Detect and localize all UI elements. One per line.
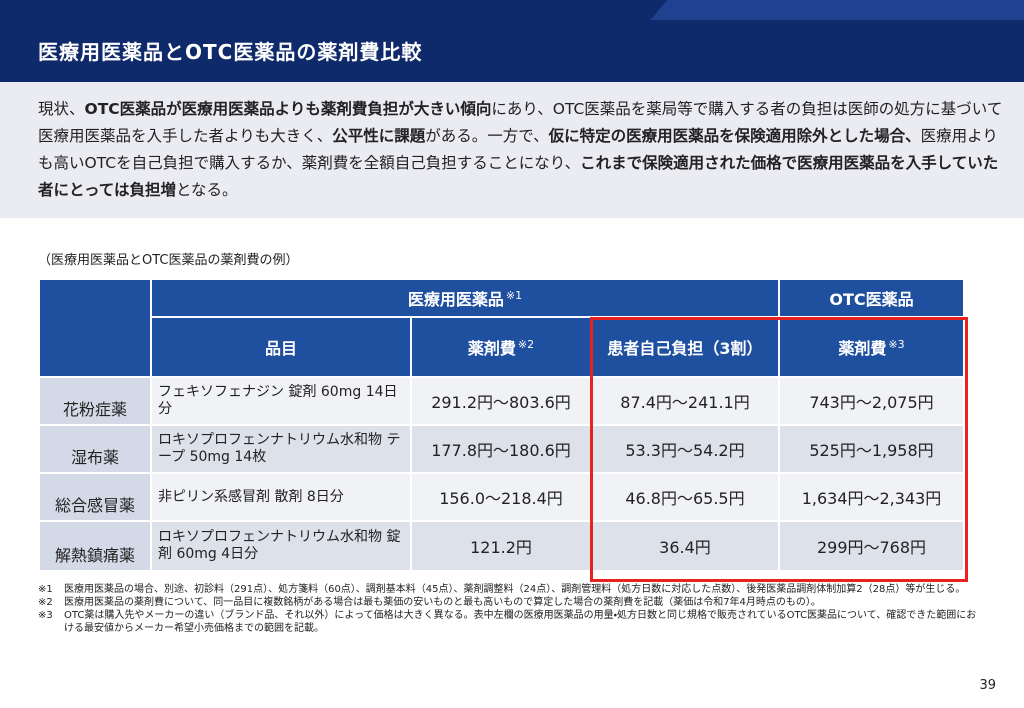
item-cell: 非ピリン系感冒剤 散剤 8日分 [152,474,410,520]
item-cell: ロキソプロフェンナトリウム水和物 テープ 50mg 14枚 [152,426,410,472]
header-text: 薬剤費 [467,339,516,358]
summary-box: 現状、OTC医薬品が医療用医薬品よりも薬剤費負担が大きい傾向にあり、OTC医薬品… [0,82,1024,218]
footnote-text: 医療用医薬品の場合、別途、初診料（291点）、処方箋料（60点）、調剤基本料（4… [64,584,966,595]
row-header: 解熱鎮痛薬 [40,522,150,570]
note-mark: ※3 [888,338,905,351]
price-cell: 1,634円～2,343円 [780,474,963,520]
column-header: 薬剤費 ※3 [780,318,963,376]
text-run: がある。一方で、 [425,127,549,145]
header-text: 医療用医薬品 [407,290,504,309]
note-mark: ※2 [517,338,535,351]
header-text: 患者自己負担（3割） [607,339,763,358]
text-run: 現状、 [38,100,85,118]
corner-cell [40,280,150,376]
header-row: 品目 薬剤費 ※2 患者自己負担（3割） 薬剤費 ※3 [40,318,963,376]
header-text: 薬剤費 [838,339,887,358]
comparison-table: 医療用医薬品 ※1 OTC医薬品 品目 薬剤費 ※2 患者自己負担（3割） 薬剤費 ※… [38,278,965,572]
row-header: 湿布薬 [40,426,150,472]
price-cell: 46.8円～65.5円 [592,474,778,520]
title: 医療用医薬品とOTC医薬品の薬剤費比較 [38,40,423,64]
price-cell: 299円～768円 [780,522,963,570]
price-cell: 743円～2,075円 [780,378,963,424]
footnote-mark: ※1 [38,584,53,595]
text-run: 医療用よりも高いOTCを自己負担で購入するか、薬剤費を全額自己負担することになり… [38,127,998,172]
footnote: ※2 医療用医薬品の薬剤費について、同一品目に複数銘柄がある場合は最も薬価の安いも… [38,596,978,609]
column-header: 薬剤費 ※2 [412,318,590,376]
price-cell: 525円～1,958円 [780,426,963,472]
column-header: 品目 [152,318,410,376]
footnote-text: OTC薬は購入先やメーカーの違い（ブランド品、それ以外）によって価格は大きく異な… [64,610,977,634]
table-row: 花粉症薬 フェキソフェナジン 錠剤 60mg 14日分 291.2円～803.6円 8… [40,378,963,424]
footnote-text: 医療用医薬品の薬剤費について、同一品目に複数銘柄がある場合は最も薬価の安いものと… [64,597,821,608]
price-cell: 177.8円～180.6円 [412,426,590,472]
emphasis: 仮に特定の医療用医薬品を保険適用除外とした場合、 [548,127,921,145]
table-row: 解熱鎮痛薬 ロキソプロフェンナトリウム水和物 錠剤 60mg 4日分 121.2円 3… [40,522,963,570]
caption: （医療用医薬品とOTC医薬品の薬剤費の例） [38,253,299,268]
footnote: ※3 OTC薬は購入先やメーカーの違い（ブランド品、それ以外）によって価格は大きく… [38,609,978,635]
table-row: 総合感冒薬 非ピリン系感冒剤 散剤 8日分 156.0～218.4円 46.8円～65… [40,474,963,520]
row-header: 花粉症薬 [40,378,150,424]
row-header: 総合感冒薬 [40,474,150,520]
price-cell: 87.4円～241.1円 [592,378,778,424]
table-row: 湿布薬 ロキソプロフェンナトリウム水和物 テープ 50mg 14枚 177.8円～1… [40,426,963,472]
highlight-frame [590,317,968,582]
column-header: 患者自己負担（3割） [592,318,778,376]
item-cell: ロキソプロフェンナトリウム水和物 錠剤 60mg 4日分 [152,522,410,570]
price-cell: 121.2円 [412,522,590,570]
footnotes: ※1 医療用医薬品の場合、別途、初診料（291点）、処方箋料（60点）、調剤基本料… [38,583,978,635]
summary-text: 現状、OTC医薬品が医療用医薬品よりも薬剤費負担が大きい傾向にあり、OTC医薬品… [38,96,1008,204]
footnote-mark: ※2 [38,597,53,608]
item-cell: フェキソフェナジン 錠剤 60mg 14日分 [152,378,410,424]
price-cell: 156.0～218.4円 [412,474,590,520]
emphasis: OTC医薬品が医療用医薬品よりも薬剤費負担が大きい傾向 [84,100,492,118]
emphasis: これまで保険適用された価格で医療用医薬品を入手していた者にとっては負担増 [38,154,999,199]
price-cell: 53.3円～54.2円 [592,426,778,472]
page-number: 39 [979,678,996,693]
header-text: OTC医薬品 [829,290,914,309]
text-run: にあり、OTC医薬品を薬局等で購入する者の負担は医師の処方に基づいて医療用医薬品… [38,100,1003,145]
header-text: 品目 [264,339,297,358]
header-row: 医療用医薬品 ※1 OTC医薬品 [40,280,963,376]
footnote-mark: ※3 [38,610,53,621]
price-cell: 36.4円 [592,522,778,570]
price-cell: 291.2円～803.6円 [412,378,590,424]
header-bar: 医療用医薬品とOTC医薬品の薬剤費比較 [0,0,1024,82]
group-header: OTC医薬品 [780,280,963,316]
footnote: ※1 医療用医薬品の場合、別途、初診料（291点）、処方箋料（60点）、調剤基本料… [38,583,978,596]
text-run: となる。 [175,181,238,199]
decoration [650,0,1024,20]
group-header: 医療用医薬品 ※1 [152,280,778,316]
emphasis: 公平性に課題 [332,127,426,145]
note-mark: ※1 [505,289,523,302]
